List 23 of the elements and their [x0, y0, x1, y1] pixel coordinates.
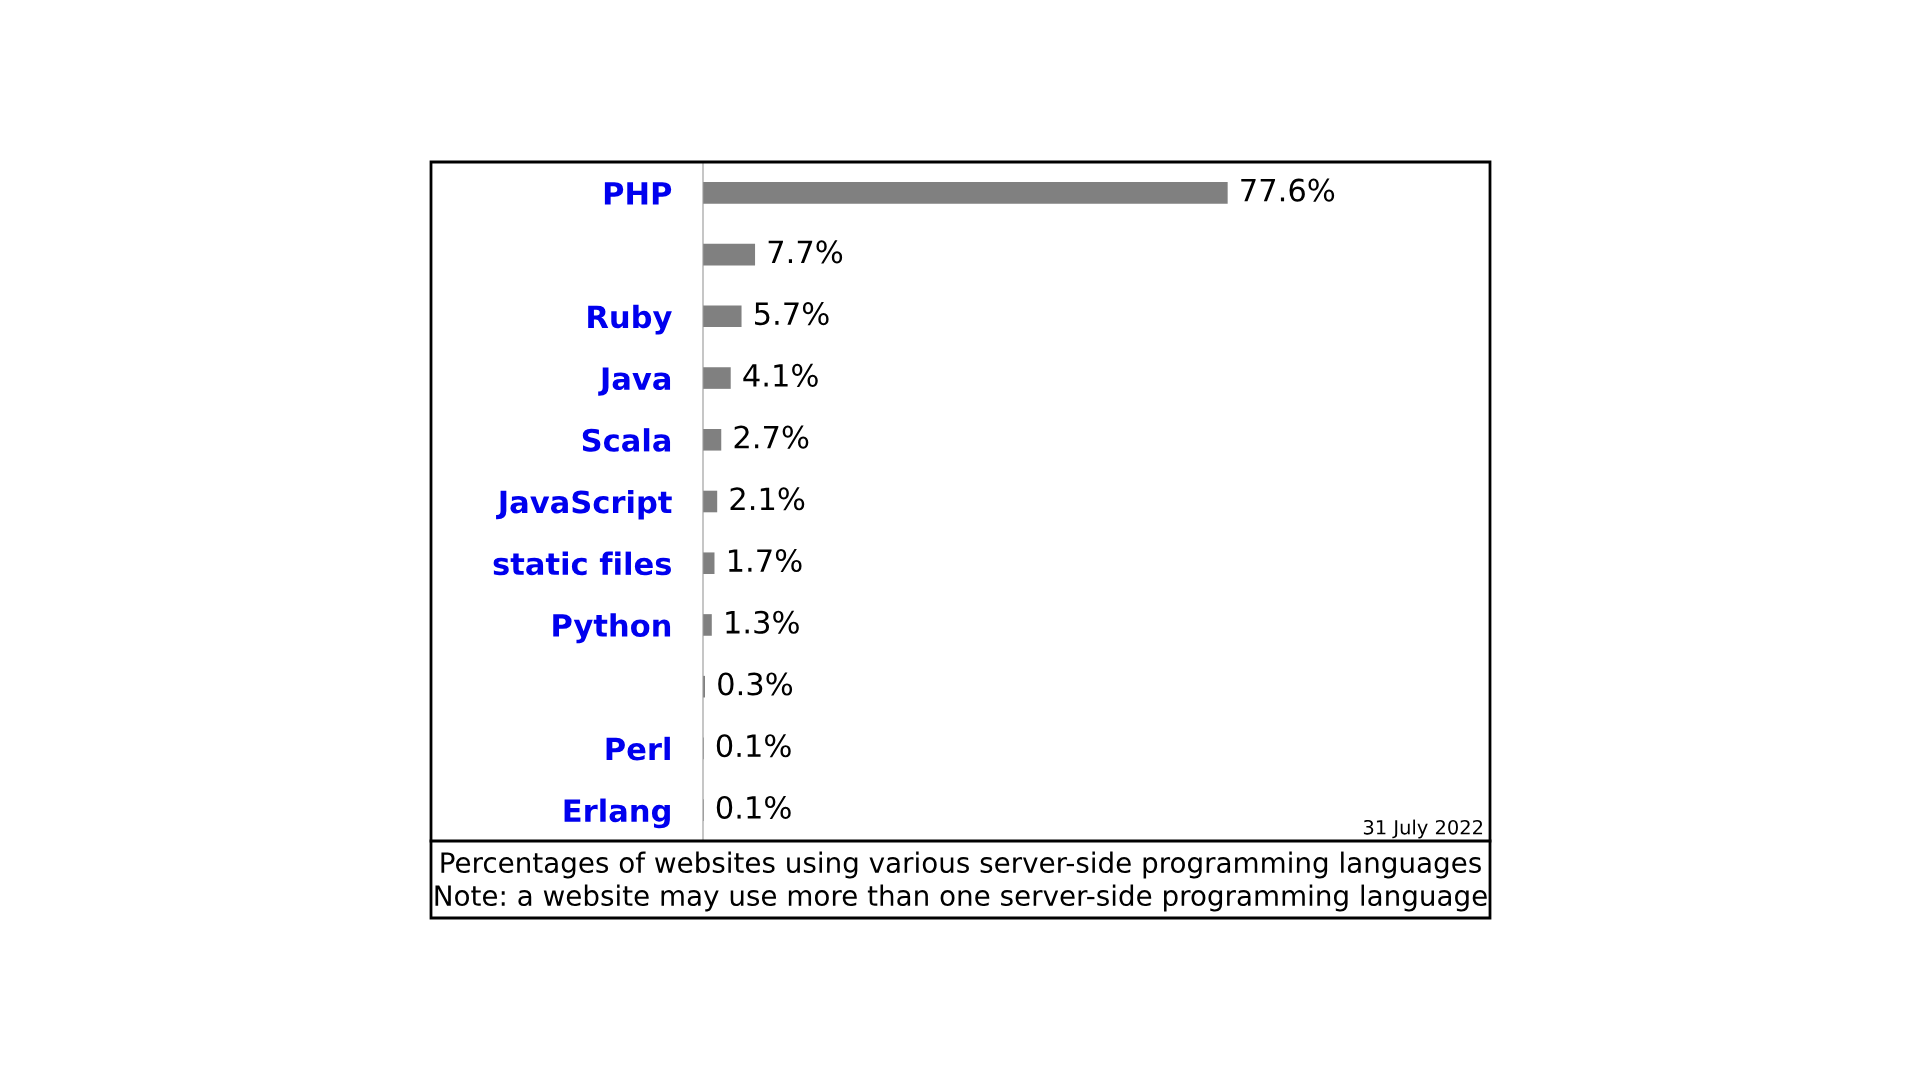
data-label: 1.3%: [726, 610, 799, 634]
data-label: 2.7%: [734, 425, 809, 449]
y-tick-label: Ruby: [588, 304, 672, 335]
data-label: 1.7%: [728, 548, 802, 573]
data-label: 4.1%: [743, 363, 818, 387]
data-label: 0.1%: [716, 734, 791, 758]
data-label: 5.7%: [755, 302, 829, 326]
data-label: 0.1%: [716, 795, 791, 819]
y-tick-label: JavaScript: [496, 489, 672, 520]
y-tick-label: static files: [493, 551, 671, 576]
text: Percentages of websites using various server-side programming languages: [441, 851, 1481, 879]
text: Note: a website may use more than one server-side programming language: [435, 884, 1487, 912]
y-tick-label: Erlang: [564, 798, 670, 829]
y-tick-label: Perl: [606, 736, 670, 761]
y-tick-label: Java: [598, 367, 671, 396]
y-tick-label: Python: [553, 613, 671, 644]
y-tick-label: PHP: [604, 182, 672, 205]
text: 31 July 2022: [1363, 819, 1483, 839]
data-label: 7.7%: [768, 240, 843, 264]
data-label: 2.1%: [730, 487, 805, 511]
data-label: 0.3%: [718, 672, 793, 696]
data-label: 77.6%: [1241, 178, 1335, 202]
y-tick-label: Scala: [582, 428, 671, 452]
